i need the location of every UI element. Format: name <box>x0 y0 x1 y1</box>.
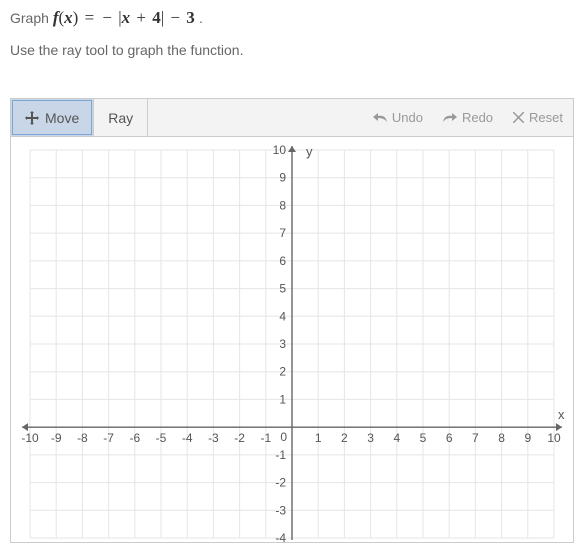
svg-text:5: 5 <box>420 431 427 445</box>
chart-area[interactable]: -10-9-8-7-6-5-4-3-2-112345678910-4-3-2-1… <box>11 137 573 542</box>
svg-text:6: 6 <box>279 254 286 268</box>
svg-text:-1: -1 <box>275 448 286 462</box>
svg-text:-4: -4 <box>275 531 286 542</box>
prompt-suffix: . <box>199 10 203 26</box>
svg-text:-10: -10 <box>21 431 39 445</box>
move-tool-button[interactable]: Move <box>11 99 94 136</box>
svg-text:10: 10 <box>273 143 287 157</box>
ray-tool-label: Ray <box>108 110 133 126</box>
reset-button[interactable]: Reset <box>503 99 573 136</box>
svg-text:8: 8 <box>279 198 286 212</box>
ray-tool-button[interactable]: Ray <box>94 99 148 136</box>
undo-icon <box>373 113 387 123</box>
instruction-text: Use the ray tool to graph the function. <box>10 42 574 58</box>
move-tool-label: Move <box>45 110 79 126</box>
svg-text:-4: -4 <box>182 431 193 445</box>
reset-icon <box>513 112 524 123</box>
redo-label: Redo <box>462 110 493 125</box>
svg-text:-2: -2 <box>275 476 286 490</box>
svg-text:1: 1 <box>315 431 322 445</box>
svg-text:-3: -3 <box>275 503 286 517</box>
svg-text:x: x <box>558 407 565 422</box>
svg-text:9: 9 <box>524 431 531 445</box>
math-expression: f(x) = − |x + 4| − 3 <box>53 8 199 27</box>
redo-icon <box>443 113 457 123</box>
svg-text:7: 7 <box>472 431 479 445</box>
redo-button[interactable]: Redo <box>433 99 503 136</box>
svg-text:4: 4 <box>393 431 400 445</box>
svg-text:-3: -3 <box>208 431 219 445</box>
svg-text:3: 3 <box>279 337 286 351</box>
question-prompt: Graph f(x) = − |x + 4| − 3 . <box>10 8 574 28</box>
svg-text:3: 3 <box>367 431 374 445</box>
svg-text:y: y <box>306 144 313 159</box>
svg-text:-9: -9 <box>51 431 62 445</box>
svg-text:4: 4 <box>279 309 286 323</box>
svg-text:-8: -8 <box>77 431 88 445</box>
undo-button[interactable]: Undo <box>363 99 433 136</box>
svg-text:7: 7 <box>279 226 286 240</box>
move-icon <box>25 111 39 125</box>
toolbar-spacer <box>148 99 363 136</box>
svg-text:8: 8 <box>498 431 505 445</box>
svg-text:-1: -1 <box>260 431 271 445</box>
prompt-prefix: Graph <box>10 10 53 26</box>
svg-text:-2: -2 <box>234 431 245 445</box>
undo-label: Undo <box>392 110 423 125</box>
reset-label: Reset <box>529 110 563 125</box>
svg-text:6: 6 <box>446 431 453 445</box>
svg-text:2: 2 <box>341 431 348 445</box>
svg-text:0: 0 <box>280 430 287 444</box>
coordinate-grid[interactable]: -10-9-8-7-6-5-4-3-2-112345678910-4-3-2-1… <box>16 142 568 542</box>
svg-text:-7: -7 <box>103 431 114 445</box>
svg-text:1: 1 <box>279 392 286 406</box>
graphing-widget: Move Ray Undo Redo Reset -10-9-8-7-6-5-4… <box>10 98 574 543</box>
svg-text:10: 10 <box>547 431 561 445</box>
svg-text:-5: -5 <box>156 431 167 445</box>
svg-text:-6: -6 <box>129 431 140 445</box>
svg-text:5: 5 <box>279 282 286 296</box>
svg-text:9: 9 <box>279 171 286 185</box>
svg-text:2: 2 <box>279 365 286 379</box>
toolbar: Move Ray Undo Redo Reset <box>11 99 573 137</box>
